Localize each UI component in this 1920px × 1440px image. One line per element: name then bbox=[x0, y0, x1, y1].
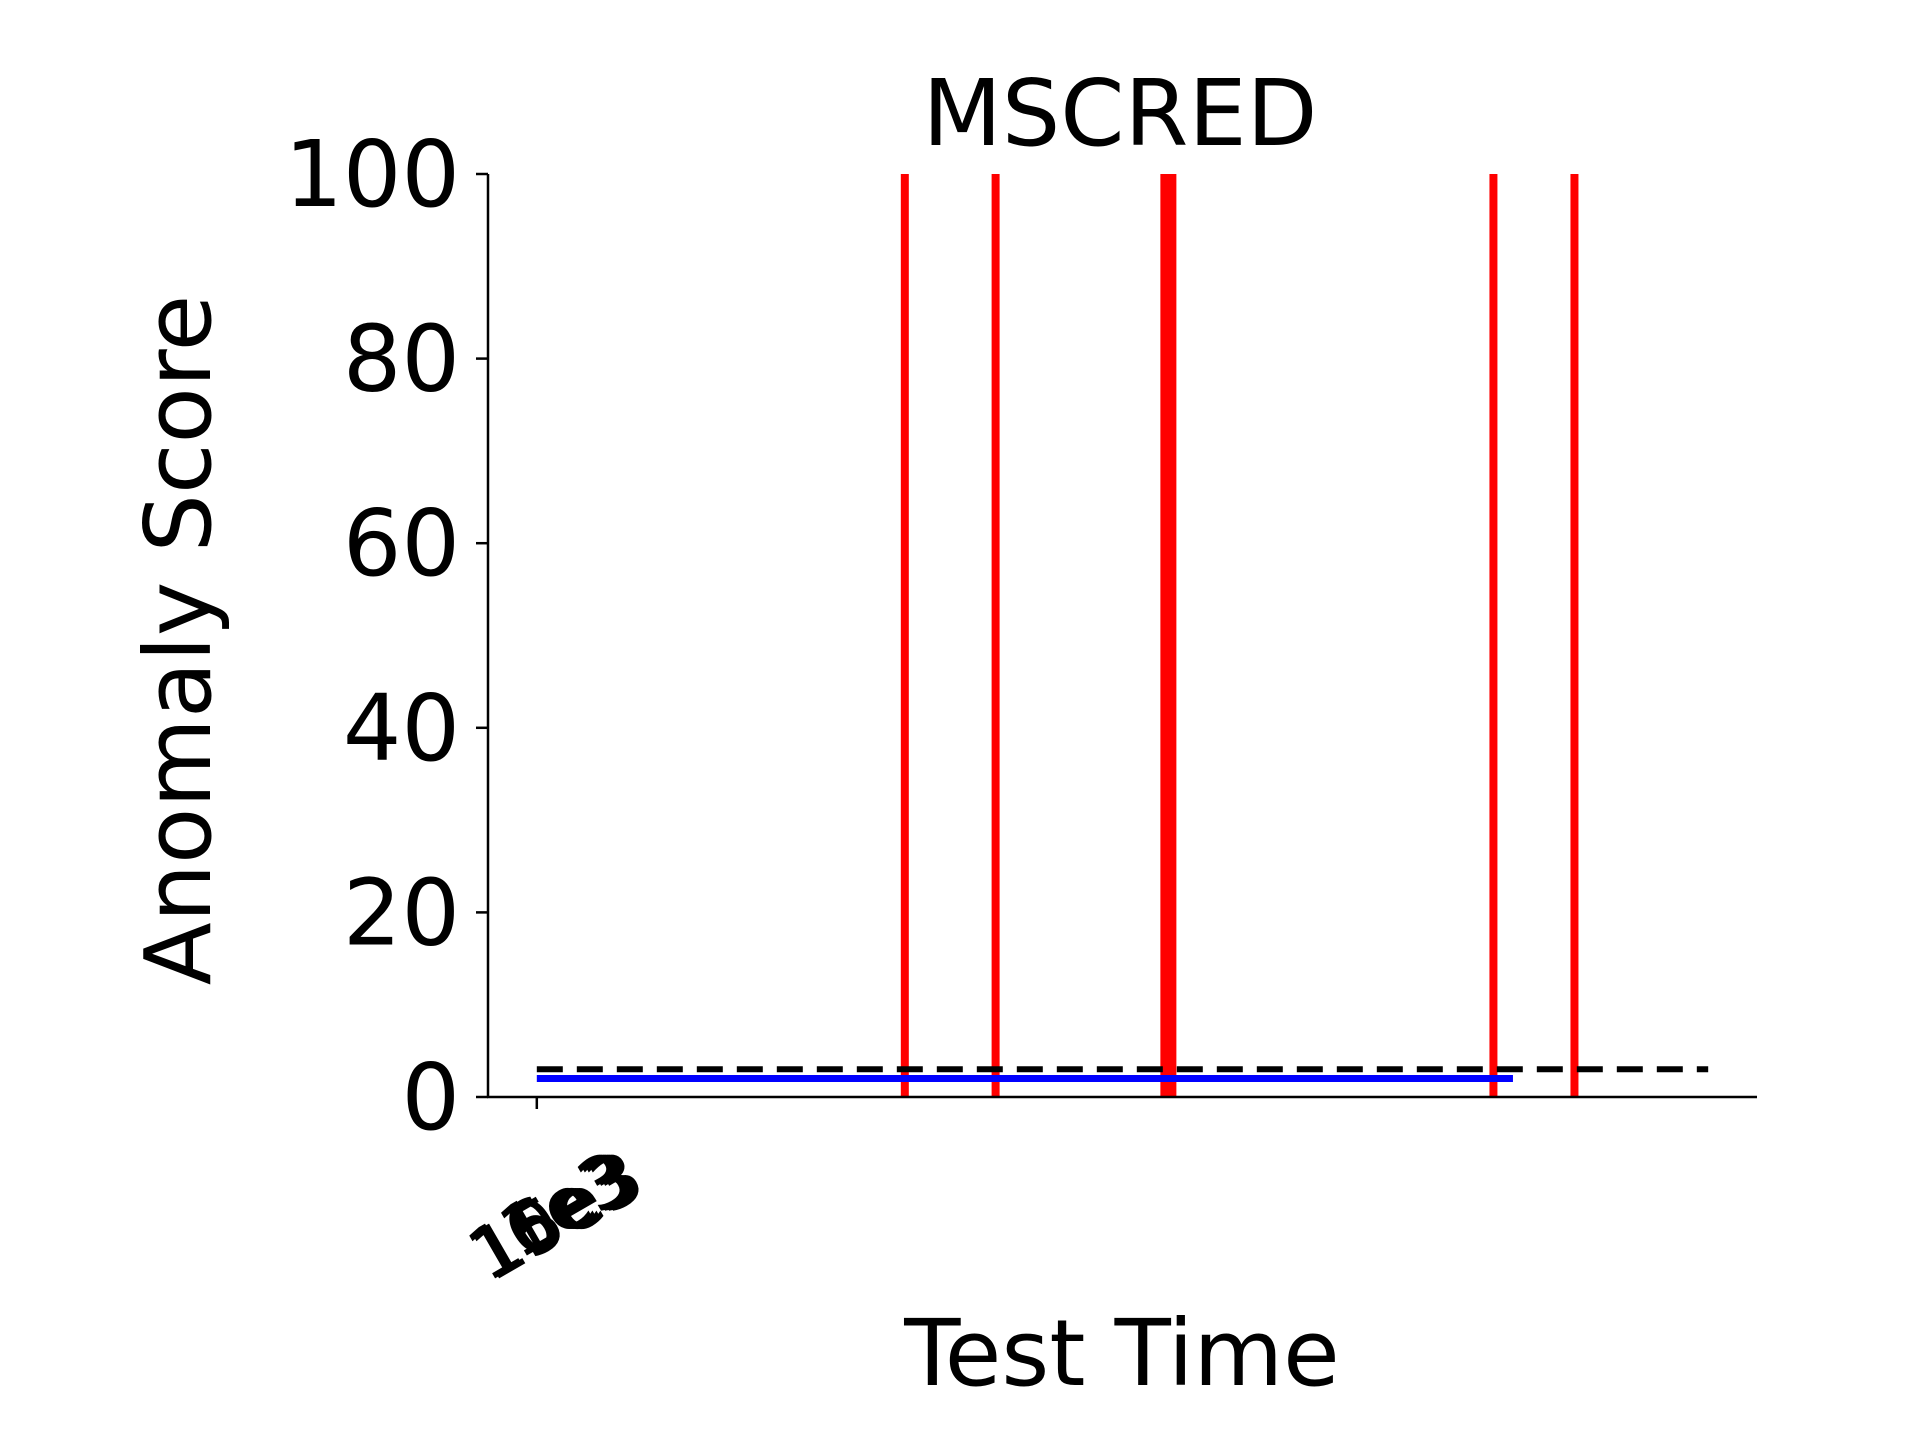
y-axis-ticks: 0 20 40 60 80 100 bbox=[284, 121, 488, 1151]
chart-title: MSCRED bbox=[923, 60, 1318, 167]
y-tick-label: 40 bbox=[343, 675, 460, 782]
x-axis-label: Test Time bbox=[903, 1300, 1340, 1407]
y-tick-label: 0 bbox=[401, 1044, 460, 1151]
y-tick-label: 20 bbox=[343, 859, 460, 966]
y-tick-label: 60 bbox=[343, 490, 460, 597]
plot-area bbox=[536, 174, 1709, 1097]
x-tick-label: 15e3 bbox=[458, 1134, 657, 1298]
y-tick-label: 80 bbox=[343, 306, 460, 413]
y-axis-label: Anomaly Score bbox=[125, 295, 232, 985]
y-tick-label: 100 bbox=[284, 121, 460, 228]
